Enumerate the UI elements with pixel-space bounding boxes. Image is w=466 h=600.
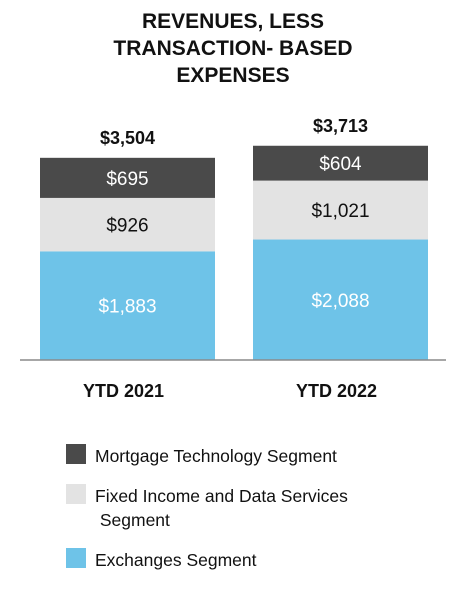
chart-title-line: EXPENSES <box>176 64 290 87</box>
legend-item-mortgage-technology: Mortgage Technology Segment <box>66 444 456 468</box>
chart-title-line: TRANSACTION- BASED <box>113 37 353 60</box>
chart-title: REVENUES, LESS TRANSACTION- BASED EXPENS… <box>0 8 466 89</box>
legend-label-fixed-income-line-1: Fixed Income and Data Services <box>95 486 348 506</box>
bar-value-label: $1,021 <box>311 201 369 222</box>
legend-swatch-fixed-income <box>66 484 86 504</box>
legend-label-exchanges: Exchanges Segment <box>95 550 257 570</box>
bar-segment-fixed-income-and-data-services-segment-2 <box>253 180 428 240</box>
bar-segment-exchanges-segment-1 <box>40 251 215 360</box>
bar-total-label: $3,713 <box>313 116 368 136</box>
category-label: YTD 2021 <box>83 381 164 401</box>
legend: Mortgage Technology Segment Fixed Income… <box>66 444 456 588</box>
legend-label-mortgage-technology: Mortgage Technology Segment <box>95 446 337 466</box>
chart-title-line: REVENUES, LESS <box>141 10 325 33</box>
bar-total-label: $3,504 <box>100 128 155 148</box>
legend-swatch-exchanges <box>66 548 86 568</box>
legend-label-fixed-income-line-2: Segment <box>95 510 170 530</box>
category-label: YTD 2022 <box>296 381 377 401</box>
bar-value-label: $2,088 <box>311 291 369 312</box>
bar-segment-mortgage-technology-segment-1 <box>40 157 215 198</box>
bar-segment-fixed-income-and-data-services-segment-1 <box>40 197 215 252</box>
legend-item-fixed-income: Fixed Income and Data Services Segment <box>66 484 456 532</box>
bar-value-label: $604 <box>319 154 362 175</box>
legend-swatch-mortgage-technology <box>66 444 86 464</box>
bar-value-label: $695 <box>106 169 148 190</box>
bar-segment-exchanges-segment-2 <box>253 239 428 360</box>
bar-value-label: $926 <box>106 216 148 237</box>
bar-segment-mortgage-technology-segment-2 <box>253 145 428 181</box>
bar-value-label: $1,883 <box>98 297 156 318</box>
legend-item-exchanges: Exchanges Segment <box>66 548 456 572</box>
